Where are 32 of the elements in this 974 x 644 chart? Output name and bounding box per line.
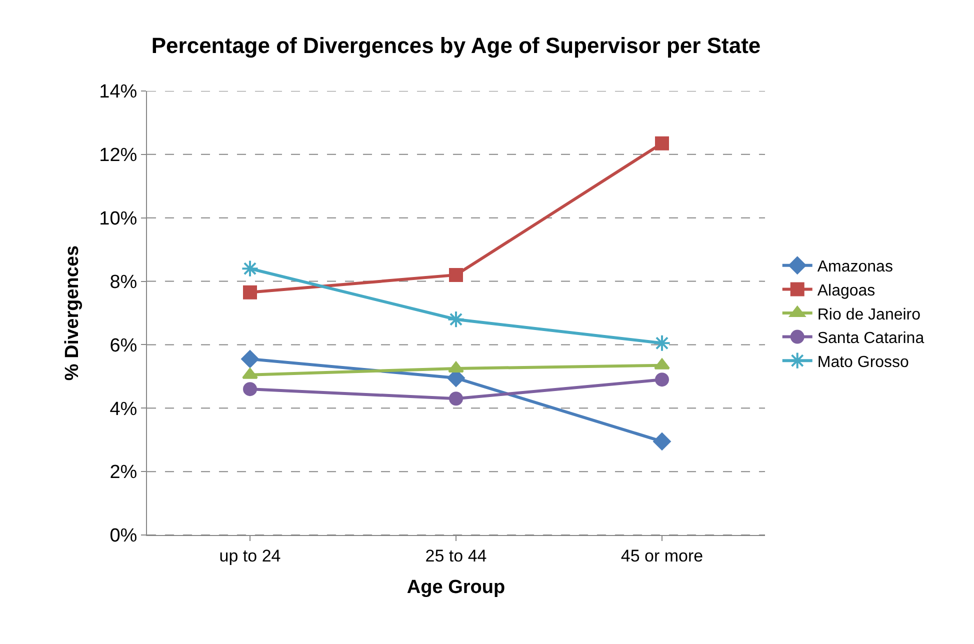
y-tick-label: 4% bbox=[110, 398, 138, 420]
point bbox=[449, 268, 463, 282]
chart-title: Percentage of Divergences by Age of Supervisor per State bbox=[151, 32, 761, 58]
y-tick-label: 12% bbox=[99, 145, 138, 166]
point bbox=[655, 136, 669, 150]
x-axis-title: Age Group bbox=[406, 577, 506, 598]
point bbox=[243, 285, 257, 300]
point bbox=[242, 368, 258, 379]
point bbox=[243, 382, 257, 396]
legend-label: Santa Catarina bbox=[817, 330, 924, 348]
point bbox=[241, 350, 259, 368]
point bbox=[655, 372, 669, 387]
legend-label: Mato Grosso bbox=[817, 354, 910, 371]
x-tick-label: 25 to 44 bbox=[425, 546, 487, 566]
y-tick-label: 8% bbox=[110, 272, 138, 293]
y-tick-label: 14% bbox=[99, 82, 138, 103]
legend-label: Rio de Janeiro bbox=[817, 306, 921, 324]
y-tick-label: 6% bbox=[110, 335, 138, 356]
x-tick-label: 45 or more bbox=[620, 546, 704, 566]
y-tick-label: 2% bbox=[110, 462, 138, 484]
y-tick-label: 10% bbox=[99, 208, 138, 230]
y-tick-label: 0% bbox=[110, 526, 138, 547]
point bbox=[449, 392, 463, 406]
point bbox=[653, 334, 671, 352]
y-axis-title: % Divergences bbox=[62, 245, 84, 381]
point bbox=[653, 432, 671, 450]
point bbox=[654, 358, 670, 370]
x-tick-label: up to 24 bbox=[219, 546, 281, 566]
point bbox=[447, 310, 465, 328]
legend-label: Amazonas bbox=[817, 258, 893, 276]
legend-label: Alagoas bbox=[817, 282, 876, 300]
point bbox=[241, 260, 259, 278]
